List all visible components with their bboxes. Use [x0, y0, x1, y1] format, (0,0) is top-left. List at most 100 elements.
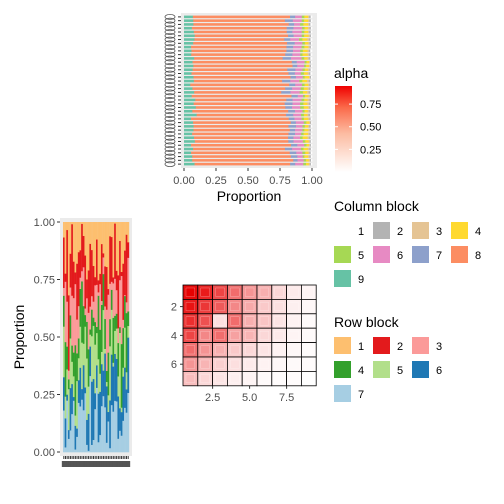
- left-bar-segment: [122, 420, 125, 453]
- top-bar-segment: [301, 98, 305, 102]
- left-bar-segment: [71, 361, 74, 385]
- top-bar-segment: [308, 151, 310, 155]
- left-bar-segment: [105, 386, 108, 443]
- top-row-tick-label: [164, 25, 176, 32]
- top-row-tick-label: [164, 70, 176, 77]
- left-bar-segment: [120, 411, 123, 436]
- left-bar-segment: [94, 344, 97, 394]
- left-bar-segment: [105, 381, 108, 387]
- top-bar-segment: [184, 162, 195, 166]
- left-bar-segment: [110, 236, 113, 282]
- left-bar-segment: [107, 294, 110, 353]
- top-bar-segment: [306, 143, 310, 147]
- left-bar-segment: [77, 338, 80, 359]
- left-bar-segment: [127, 392, 130, 453]
- left-bar-segment: [94, 276, 97, 286]
- top-bar-segment: [303, 72, 308, 75]
- left-bar-segment: [96, 222, 98, 240]
- legend-alpha-tick-label: 0.50: [360, 122, 381, 134]
- top-bar-segment: [192, 155, 292, 158]
- top-bar-segment: [190, 117, 289, 121]
- top-row-tick-label: [164, 146, 176, 152]
- left-bar-segment: [91, 381, 93, 445]
- top-panel: 0.00 0.25 0.50 0.75 1.00 Proportion: [164, 13, 323, 204]
- left-bar-segment: [94, 408, 97, 453]
- top-bar-segment: [301, 34, 305, 38]
- left-bar-segment: [79, 288, 82, 327]
- top-bar-segment: [308, 132, 310, 136]
- left-bar-segment: [71, 223, 74, 296]
- top-bar-segment: [191, 45, 287, 49]
- top-bar-segment: [304, 60, 307, 64]
- top-bar-segment: [184, 98, 196, 102]
- left-bar-segment: [66, 229, 69, 302]
- left-bar-segment: [119, 430, 121, 453]
- top-bar-segment: [308, 57, 311, 60]
- top-bar-segment: [184, 151, 192, 155]
- top-bar-segment: [298, 38, 303, 41]
- top-bar-segment: [184, 57, 195, 60]
- left-bar-segment: [89, 334, 92, 347]
- top-bar-segment: [308, 91, 311, 94]
- top-bar-segment: [303, 19, 309, 22]
- top-bar-segment: [194, 38, 285, 41]
- top-bar-segment: [308, 83, 310, 87]
- left-bar-segment: [124, 407, 126, 453]
- left-bar-segment: [115, 313, 118, 329]
- left-bar-segment: [104, 222, 107, 267]
- left-bar-segment: [100, 351, 103, 365]
- left-bar-segment: [92, 325, 95, 380]
- left-bar-segment: [110, 354, 113, 406]
- top-row-tick-label: [164, 32, 176, 39]
- legend-alpha: alpha 0.75 0.50 0.25: [334, 65, 381, 172]
- left-bar-segment: [63, 326, 65, 378]
- legend-column-block-label: 8: [475, 250, 481, 262]
- top-bar-segment: [194, 57, 283, 60]
- left-bar-segment: [125, 222, 128, 235]
- top-bar-segment: [310, 121, 312, 124]
- left-bar-segment: [110, 222, 113, 238]
- top-bar-segment: [308, 23, 310, 26]
- top-bar-segment: [300, 102, 304, 105]
- legend-row-block-swatch: [412, 361, 429, 378]
- left-bar-segment: [86, 321, 88, 359]
- left-bar-segment: [110, 404, 113, 453]
- left-y-tick-label: 0.75: [34, 275, 55, 287]
- left-bar-segment: [120, 343, 123, 408]
- heatmap-cell-inner: [304, 287, 314, 297]
- heatmap-cell-inner: [244, 302, 255, 311]
- top-bar-segment: [191, 26, 287, 30]
- left-bar-segment: [84, 392, 87, 453]
- top-bar-segment: [304, 128, 309, 132]
- top-bar-segment: [302, 94, 306, 98]
- left-bar-segment: [64, 447, 67, 453]
- left-bar-segment: [124, 294, 126, 297]
- left-bar-segment: [77, 357, 80, 381]
- left-panel: 0.00 0.25 0.50 0.75 1.00 Proportion: [11, 217, 132, 467]
- left-bar-segment: [71, 413, 74, 453]
- heatmap-cell-inner: [259, 345, 270, 355]
- top-bar-segment: [308, 53, 311, 56]
- top-row-tick-label: [164, 153, 176, 160]
- top-bar-segment: [300, 136, 303, 139]
- top-bar-segment: [297, 143, 305, 147]
- heatmap-cell-inner: [200, 302, 210, 311]
- left-bar-segment: [124, 250, 126, 296]
- top-bar-segment: [193, 30, 287, 34]
- left-bar-segment: [115, 328, 118, 359]
- top-bar-segment: [309, 49, 311, 53]
- legend-column-block-swatch: [373, 222, 390, 239]
- heatmap-cell-inner: [185, 316, 196, 326]
- top-bar-segment: [308, 117, 310, 121]
- top-bar-segment: [304, 15, 309, 19]
- top-bar-segment: [302, 91, 308, 94]
- top-bar-segment: [304, 76, 310, 79]
- left-bar-segment: [99, 273, 102, 285]
- heatmap-cell-inner: [259, 316, 270, 326]
- left-bar-segment: [72, 222, 75, 262]
- left-y-axis-title: Proportion: [11, 305, 27, 370]
- top-bar-segment: [308, 68, 310, 72]
- top-bar-segment: [184, 147, 194, 151]
- left-bar-segment: [81, 222, 83, 224]
- top-bar-segment: [310, 113, 313, 117]
